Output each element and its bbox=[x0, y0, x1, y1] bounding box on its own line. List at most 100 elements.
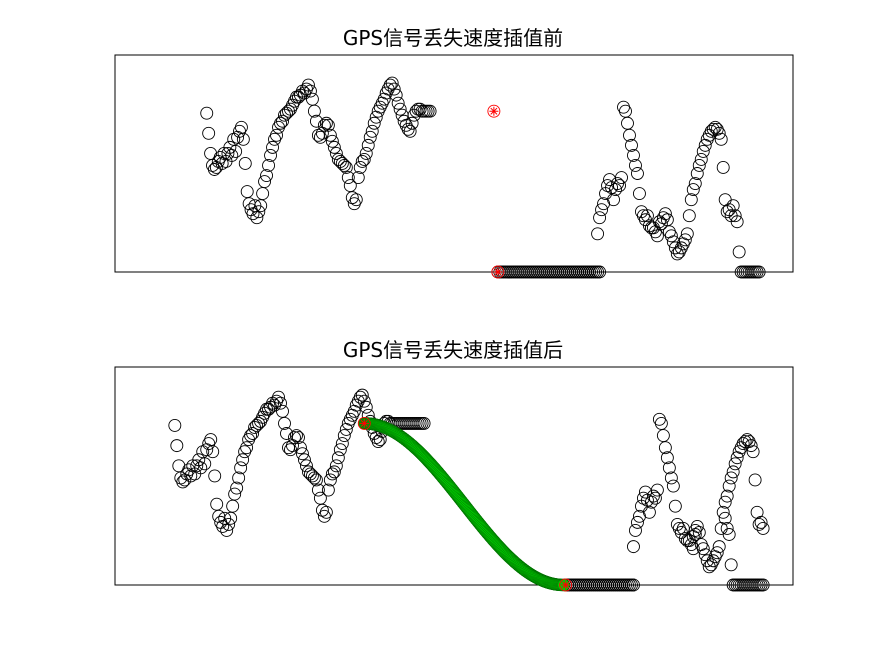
data-point bbox=[325, 134, 339, 148]
data-point bbox=[339, 161, 353, 174]
data-point bbox=[666, 479, 680, 493]
plot-marks-before bbox=[200, 76, 766, 279]
data-point bbox=[690, 519, 704, 533]
data-point bbox=[625, 138, 638, 152]
data-point bbox=[299, 459, 313, 473]
data-point bbox=[726, 199, 740, 213]
data-point bbox=[752, 517, 766, 531]
data-point bbox=[648, 491, 662, 505]
data-point bbox=[728, 457, 742, 471]
data-point bbox=[696, 542, 710, 556]
data-point bbox=[696, 144, 710, 158]
data-point bbox=[266, 140, 279, 154]
data-point bbox=[629, 524, 642, 537]
data-point bbox=[746, 445, 760, 459]
chart-title-before: GPS信号丢失速度插值前 bbox=[343, 26, 563, 50]
data-point bbox=[722, 528, 736, 541]
data-point bbox=[730, 215, 744, 229]
data-point bbox=[668, 241, 682, 255]
data-point bbox=[383, 78, 397, 92]
data-point bbox=[232, 471, 246, 485]
data-point bbox=[329, 146, 343, 160]
data-point bbox=[303, 84, 317, 98]
data-point bbox=[722, 479, 736, 493]
data-point bbox=[662, 461, 676, 475]
data-point bbox=[627, 578, 640, 592]
data-point bbox=[688, 177, 702, 191]
data-point bbox=[644, 495, 658, 509]
data-point bbox=[732, 245, 746, 259]
data-point bbox=[351, 171, 365, 184]
data-point bbox=[650, 229, 664, 243]
data-point bbox=[294, 441, 307, 455]
data-point bbox=[317, 118, 331, 132]
data-point bbox=[650, 483, 664, 497]
endpoint-asterisk bbox=[489, 106, 499, 116]
data-point bbox=[752, 265, 766, 279]
data-point bbox=[262, 159, 275, 172]
data-point bbox=[680, 227, 694, 241]
data-point bbox=[658, 207, 672, 221]
data-point bbox=[168, 418, 182, 432]
data-point bbox=[668, 499, 682, 513]
data-point bbox=[206, 445, 220, 459]
data-point bbox=[234, 461, 248, 475]
data-point bbox=[736, 437, 750, 451]
data-point bbox=[385, 76, 399, 90]
data-point bbox=[274, 116, 287, 130]
data-point bbox=[309, 114, 323, 128]
data-point bbox=[335, 157, 349, 170]
data-point bbox=[720, 521, 734, 535]
data-point bbox=[307, 104, 321, 118]
data-point bbox=[631, 167, 644, 180]
data-point bbox=[305, 469, 319, 483]
data-point bbox=[613, 179, 626, 193]
data-point bbox=[678, 233, 692, 247]
data-point bbox=[297, 453, 311, 467]
data-point bbox=[355, 154, 369, 168]
data-point bbox=[686, 183, 700, 197]
data-point bbox=[609, 183, 622, 197]
data-point bbox=[627, 540, 640, 554]
data-point bbox=[292, 431, 305, 444]
endpoint-asterisk bbox=[493, 267, 503, 277]
data-point bbox=[724, 558, 738, 572]
data-point bbox=[236, 453, 250, 467]
data-point bbox=[615, 171, 628, 184]
data-point bbox=[744, 439, 758, 453]
data-point bbox=[623, 128, 636, 142]
data-point bbox=[319, 505, 333, 519]
data-point bbox=[640, 209, 654, 223]
data-point bbox=[225, 148, 239, 162]
data-point bbox=[198, 457, 212, 471]
data-point bbox=[220, 524, 234, 537]
subplot-after: GPS信号丢失速度插值后 bbox=[114, 338, 794, 592]
data-point bbox=[327, 465, 341, 479]
endpoint-marker bbox=[491, 265, 505, 279]
data-point bbox=[258, 175, 272, 189]
data-point bbox=[325, 467, 339, 481]
endpoint-marker bbox=[559, 578, 573, 592]
data-point bbox=[229, 144, 243, 158]
data-point bbox=[710, 546, 724, 560]
data-point bbox=[341, 171, 355, 184]
data-point bbox=[327, 140, 341, 154]
data-point bbox=[208, 469, 222, 483]
data-point bbox=[357, 394, 371, 408]
data-point bbox=[393, 102, 407, 116]
data-point bbox=[633, 187, 646, 201]
data-point bbox=[423, 104, 437, 118]
data-point bbox=[714, 132, 728, 146]
data-point bbox=[720, 489, 734, 503]
data-point bbox=[246, 207, 260, 221]
data-point bbox=[246, 427, 260, 440]
data-point bbox=[228, 487, 242, 501]
data-point bbox=[323, 128, 337, 142]
data-point bbox=[591, 227, 605, 241]
data-point bbox=[631, 515, 644, 529]
data-point bbox=[216, 519, 230, 533]
data-point bbox=[389, 88, 403, 102]
data-point bbox=[355, 388, 369, 402]
data-point bbox=[270, 128, 283, 142]
